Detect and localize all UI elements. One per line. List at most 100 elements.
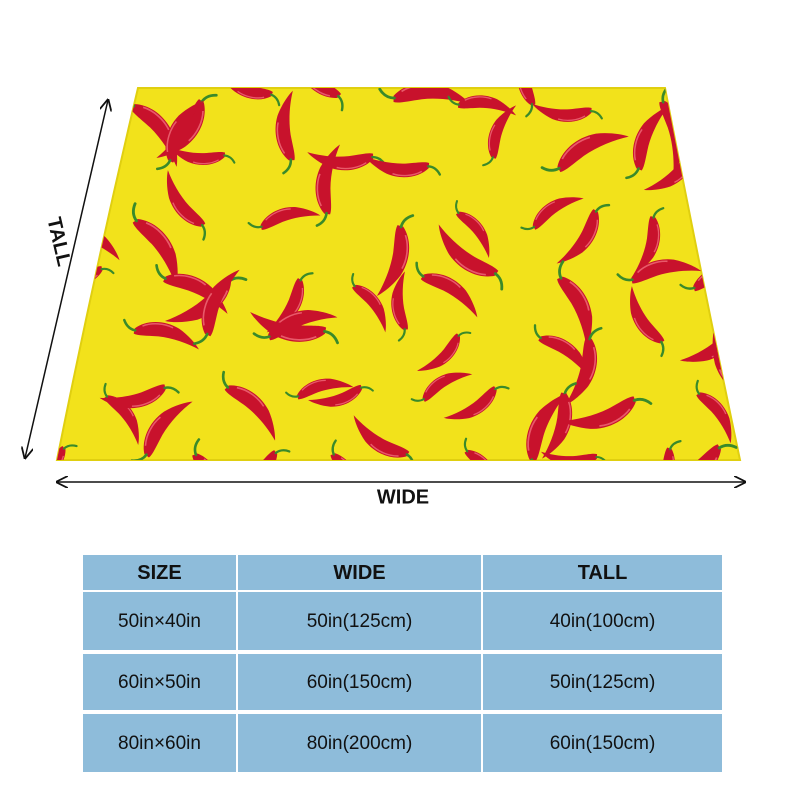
chili-highlight — [633, 317, 654, 341]
chili-stem — [558, 260, 565, 280]
chili — [520, 197, 584, 231]
chili-stem — [533, 324, 542, 340]
chili — [540, 451, 609, 460]
chili-highlight — [203, 458, 221, 460]
chili — [192, 269, 240, 346]
chili-highlight — [535, 201, 556, 221]
chili-stem — [747, 396, 763, 413]
chili-stem — [252, 332, 271, 339]
chili-body — [163, 273, 228, 314]
chili-stem — [415, 261, 425, 278]
chili — [285, 378, 354, 400]
chili-highlight — [401, 234, 409, 269]
chili-stem — [720, 88, 728, 105]
chili-highlight — [633, 129, 643, 161]
chili-body — [731, 213, 740, 268]
chili — [57, 150, 106, 178]
chili — [540, 133, 629, 173]
chili — [633, 207, 665, 275]
chili-highlight — [255, 458, 275, 485]
chili — [376, 214, 415, 296]
chili-highlight — [737, 121, 757, 153]
chili-highlight — [75, 108, 93, 132]
chili-body — [266, 278, 305, 333]
chili-body — [224, 385, 276, 441]
chili-stem — [695, 379, 701, 396]
chili-stem — [520, 225, 536, 231]
chili — [275, 90, 295, 175]
table-cell — [238, 592, 481, 650]
chili-stem — [616, 273, 634, 282]
chili-highlight — [557, 115, 586, 122]
chili-stem — [595, 455, 609, 460]
chili-body — [133, 322, 200, 350]
wide-label: WIDE — [377, 486, 429, 508]
chili — [532, 103, 603, 122]
chili-highlight — [425, 375, 445, 393]
chili-body — [540, 451, 598, 460]
chili-body — [166, 170, 206, 227]
header-cell — [483, 555, 722, 590]
chili-stem — [717, 443, 738, 450]
cell-text: 40in(100cm) — [550, 611, 656, 632]
chili-stem — [397, 327, 406, 342]
chili — [123, 318, 200, 350]
chili-stem — [399, 214, 415, 229]
chili-stem — [482, 156, 495, 167]
chili — [250, 311, 339, 345]
chili-body — [130, 104, 178, 167]
chili-stem — [351, 272, 356, 288]
chili-body — [165, 100, 205, 163]
chili-body — [224, 450, 278, 460]
table-cell — [483, 654, 722, 710]
cell-text: 50in×40in — [118, 611, 201, 632]
chili-body — [422, 372, 473, 402]
chili-stem — [733, 325, 740, 331]
chili — [616, 259, 702, 284]
chili-stem — [131, 202, 138, 223]
chili-body — [532, 103, 592, 122]
chili-stem — [130, 453, 148, 460]
chili — [731, 202, 740, 268]
chili-stem — [652, 207, 665, 219]
chili-highlight — [174, 274, 207, 286]
chili-highlight — [464, 96, 492, 101]
chili — [561, 396, 653, 429]
cell-text: 60in(150cm) — [550, 733, 656, 754]
chili-highlight — [172, 202, 195, 225]
chili-body — [487, 105, 517, 159]
chili — [630, 286, 665, 358]
chili-body — [633, 216, 661, 275]
chili-stem — [410, 398, 425, 402]
chili — [217, 88, 281, 107]
chili-stem — [447, 95, 460, 106]
chili-stem — [733, 202, 740, 216]
chili-body — [201, 269, 240, 337]
chili-highlight — [144, 416, 161, 446]
chili-highlight — [166, 121, 178, 153]
chili — [65, 92, 95, 162]
header-cell — [238, 555, 481, 590]
cell-text: 80in(200cm) — [307, 733, 413, 754]
chili-body — [65, 105, 95, 162]
chili-highlight — [739, 218, 740, 243]
chili-body — [376, 225, 410, 296]
chili-stem — [378, 88, 396, 100]
chili-body — [696, 392, 732, 444]
chili-stem — [200, 223, 207, 241]
chili-highlight — [392, 170, 423, 177]
chili-highlight — [431, 274, 461, 289]
chili-highlight — [60, 169, 89, 174]
chili — [247, 207, 321, 230]
chili-stem — [163, 386, 180, 394]
chili-highlight — [236, 386, 265, 407]
chili-highlight — [142, 323, 174, 329]
chili-body — [726, 88, 786, 163]
table-cell — [483, 592, 722, 650]
chili — [564, 326, 603, 406]
chili-body — [443, 386, 497, 420]
chili-highlight — [589, 346, 597, 380]
chili-highlight — [335, 393, 359, 406]
chili — [353, 415, 415, 460]
